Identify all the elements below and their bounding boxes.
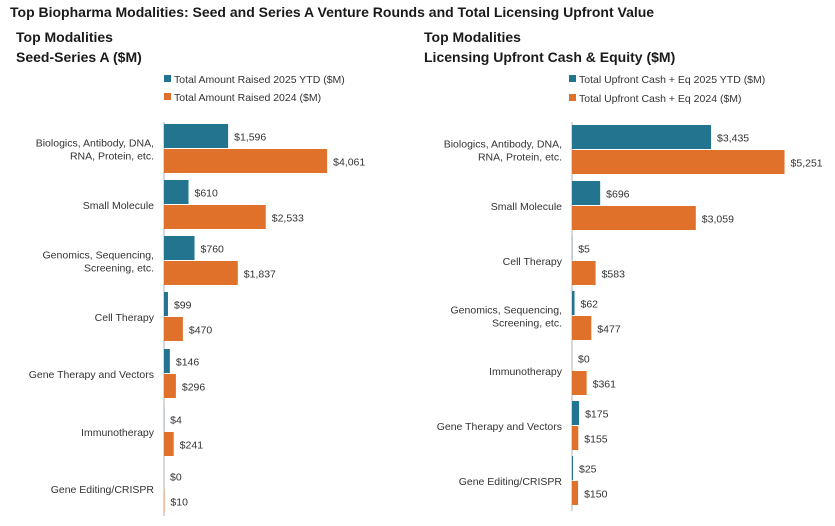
legend-label: Total Upfront Cash + Eq 2024 ($M) <box>579 93 742 105</box>
data-label: $146 <box>176 357 200 369</box>
bar-2025 <box>572 125 712 149</box>
bar-2024 <box>572 206 696 230</box>
bar-2024 <box>572 261 596 285</box>
category-label: Cell Therapy <box>503 256 563 268</box>
category-label: Biologics, Antibody, DNA, <box>36 138 154 150</box>
data-label: $583 <box>602 269 626 281</box>
data-label: $2,533 <box>272 213 304 225</box>
data-label: $760 <box>201 244 225 256</box>
data-label: $696 <box>606 189 630 201</box>
category-label: Gene Therapy and Vectors <box>29 369 154 381</box>
data-label: $175 <box>585 409 609 421</box>
data-label: $1,837 <box>244 269 276 281</box>
category-label: Genomics, Sequencing, <box>43 250 154 262</box>
data-label: $4 <box>170 415 182 427</box>
bar-2024 <box>164 317 183 341</box>
legend-swatch <box>164 93 171 100</box>
bar-2025 <box>572 181 601 205</box>
category-label: Small Molecule <box>491 201 562 213</box>
legend-swatch <box>569 75 576 82</box>
bar-2025 <box>572 291 575 315</box>
bar-2025 <box>572 401 580 425</box>
chart-subtitle-line: Seed-Series A ($M) <box>16 49 142 65</box>
legend-label: Total Amount Raised 2025 YTD ($M) <box>174 74 345 86</box>
data-label: $99 <box>174 300 192 312</box>
bar-2025 <box>164 349 170 373</box>
legend-label: Total Amount Raised 2024 ($M) <box>174 92 321 104</box>
data-label: $0 <box>170 472 182 484</box>
data-label: $4,061 <box>333 157 365 169</box>
category-label: Genomics, Sequencing, <box>451 305 562 317</box>
bar-2024 <box>572 371 587 395</box>
data-label: $5,251 <box>791 158 823 170</box>
category-label: Screening, etc. <box>492 318 562 330</box>
data-label: $62 <box>581 299 599 311</box>
category-label: Gene Therapy and Vectors <box>437 421 562 433</box>
data-label: $1,596 <box>234 132 266 144</box>
legend-swatch <box>164 75 171 82</box>
category-label: Gene Editing/CRISPR <box>459 476 563 488</box>
data-label: $3,435 <box>717 133 749 145</box>
category-label: Small Molecule <box>83 200 154 212</box>
data-label: $0 <box>578 354 590 366</box>
bar-2025 <box>164 292 168 316</box>
bar-2024 <box>164 205 266 229</box>
data-label: $25 <box>579 464 597 476</box>
bar-2025 <box>164 180 189 204</box>
data-label: $296 <box>182 382 206 394</box>
category-label: RNA, Protein, etc. <box>478 152 562 164</box>
bar-2024 <box>164 261 238 285</box>
bar-2024 <box>572 316 592 340</box>
bar-2024 <box>164 374 176 398</box>
category-label: Gene Editing/CRISPR <box>51 484 155 496</box>
category-label: Biologics, Antibody, DNA, <box>444 139 562 151</box>
bar-2025 <box>572 456 574 480</box>
data-label: $3,059 <box>702 214 734 226</box>
chart-subtitle-line: Licensing Upfront Cash & Equity ($M) <box>424 49 675 65</box>
category-label: Cell Therapy <box>95 312 155 324</box>
legend-label: Total Upfront Cash + Eq 2025 YTD ($M) <box>579 74 765 86</box>
category-label: Screening, etc. <box>84 263 154 275</box>
category-label: RNA, Protein, etc. <box>70 151 154 163</box>
bar-2024 <box>164 149 328 173</box>
chart-subtitle-line: Top Modalities <box>424 29 521 45</box>
category-label: Immunotherapy <box>489 366 563 378</box>
bar-2024 <box>164 432 174 456</box>
bar-2024 <box>572 481 579 505</box>
data-label: $477 <box>597 324 621 336</box>
bar-2024 <box>572 150 785 174</box>
data-label: $155 <box>584 434 608 446</box>
chart-subtitle-line: Top Modalities <box>16 29 113 45</box>
bar-2025 <box>164 124 229 148</box>
bar-2024 <box>572 426 579 450</box>
category-label: Immunotherapy <box>81 427 155 439</box>
data-label: $5 <box>578 244 590 256</box>
data-label: $241 <box>180 440 204 452</box>
data-label: $150 <box>584 489 608 501</box>
data-label: $610 <box>195 188 219 200</box>
bar-2025 <box>164 236 195 260</box>
data-label: $361 <box>593 379 617 391</box>
data-label: $470 <box>189 325 213 337</box>
legend-swatch <box>569 94 576 101</box>
figure-title: Top Biopharma Modalities: Seed and Serie… <box>10 4 654 20</box>
data-label: $10 <box>170 497 188 509</box>
